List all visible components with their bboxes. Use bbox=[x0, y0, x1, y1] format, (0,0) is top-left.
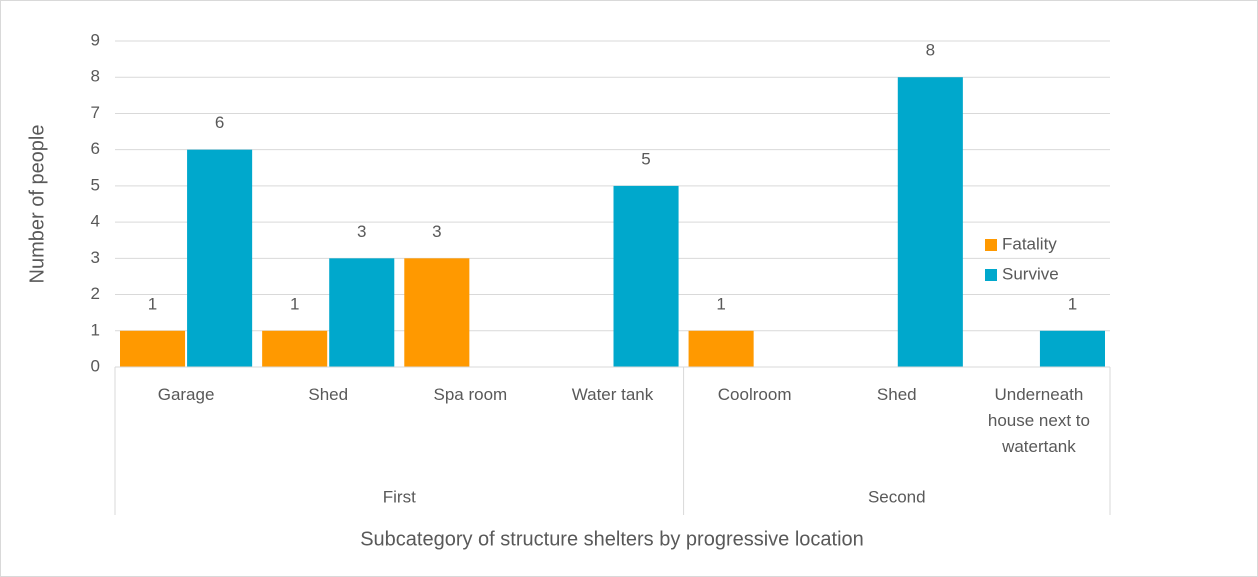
y-tick-label: 0 bbox=[91, 356, 100, 375]
y-tick-label: 3 bbox=[91, 248, 100, 267]
y-axis-title: Number of people bbox=[26, 125, 48, 284]
y-tick-label: 1 bbox=[91, 320, 100, 339]
x-tick-label: Spa room bbox=[433, 385, 508, 404]
x-tick-label: Shed bbox=[876, 385, 917, 404]
legend-label: Survive bbox=[1002, 264, 1059, 283]
bar bbox=[329, 258, 395, 367]
data-label: 3 bbox=[357, 222, 366, 241]
data-label: 3 bbox=[432, 222, 441, 241]
data-label: 1 bbox=[290, 294, 299, 313]
legend-swatch bbox=[985, 269, 997, 281]
y-tick-label: 2 bbox=[91, 284, 100, 303]
x-tick-label: Coolroom bbox=[717, 385, 792, 404]
bar bbox=[688, 330, 754, 367]
bar bbox=[897, 77, 963, 367]
data-label: 1 bbox=[716, 294, 725, 313]
bar bbox=[120, 330, 186, 367]
data-label: 1 bbox=[1068, 294, 1077, 313]
bar bbox=[262, 330, 328, 367]
group-label: First bbox=[383, 487, 416, 506]
y-tick-label: 4 bbox=[91, 212, 100, 231]
y-tick-label: 7 bbox=[91, 103, 100, 122]
y-tick-label: 8 bbox=[91, 67, 100, 86]
x-tick-label: Garage bbox=[157, 385, 215, 404]
x-tick-label: Underneath house next to watertank bbox=[987, 385, 1090, 456]
y-tick-label: 6 bbox=[91, 139, 100, 158]
group-label: Second bbox=[868, 487, 926, 506]
x-tick-label: Shed bbox=[308, 385, 349, 404]
x-axis-title: Subcategory of structure shelters by pro… bbox=[360, 528, 864, 550]
y-tick-label: 9 bbox=[91, 30, 100, 49]
legend-label: Fatality bbox=[1002, 234, 1057, 253]
data-label: 8 bbox=[926, 41, 935, 60]
bar bbox=[404, 258, 470, 367]
bar bbox=[187, 149, 253, 367]
y-tick-label: 5 bbox=[91, 175, 100, 194]
data-label: 1 bbox=[148, 294, 157, 313]
bar bbox=[1039, 330, 1105, 367]
x-tick-label: Water tank bbox=[571, 385, 654, 404]
legend-swatch bbox=[985, 239, 997, 251]
data-label: 6 bbox=[215, 113, 224, 132]
bar bbox=[613, 185, 679, 367]
data-label: 5 bbox=[641, 149, 650, 168]
